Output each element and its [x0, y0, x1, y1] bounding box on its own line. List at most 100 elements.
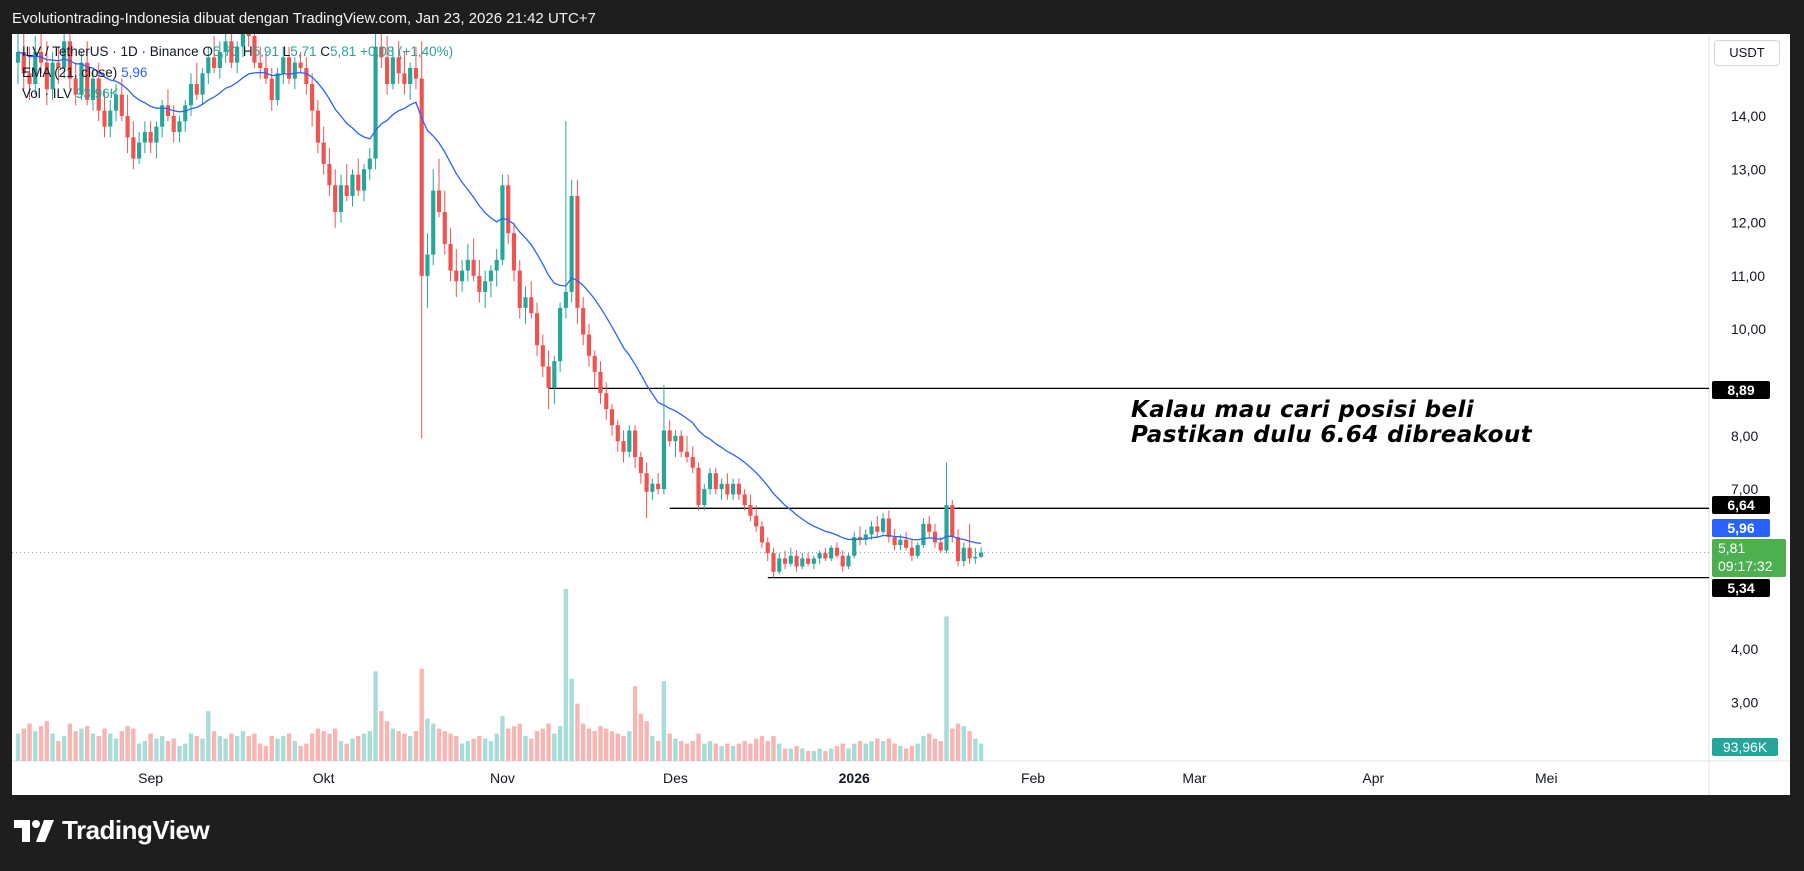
candle-body — [131, 137, 136, 159]
candle-body — [621, 441, 626, 452]
volume-bar — [765, 741, 770, 761]
candle-body — [338, 185, 344, 212]
volume-bar — [258, 743, 263, 761]
candle-body — [857, 537, 863, 540]
legend-change: +0,08 (+1,40%) — [360, 44, 454, 59]
candle-body — [465, 259, 470, 271]
candle-body — [200, 73, 205, 95]
volume-bar — [338, 741, 344, 761]
chart-annotation-text[interactable]: Kalau mau cari posisi beli Pastikan dulu… — [1131, 398, 1532, 448]
volume-bar — [482, 738, 488, 761]
candle-body — [661, 430, 666, 490]
volume-bar — [131, 728, 136, 761]
candle-body — [235, 46, 240, 63]
candle-body — [96, 78, 101, 111]
candle-body — [609, 409, 615, 426]
candle-body — [540, 345, 545, 367]
legend-open-value: 5,73 — [212, 44, 240, 59]
candle-body — [408, 67, 413, 84]
legend-ema-label: EMA (21, close) — [22, 65, 118, 80]
time-tick-label: Nov — [490, 770, 515, 786]
volume-bar — [407, 736, 413, 761]
candle-body — [679, 435, 684, 452]
volume-bar — [61, 736, 67, 761]
candle-body — [56, 62, 61, 68]
candle-body — [385, 57, 390, 84]
candle-body — [108, 110, 113, 127]
candle-body — [142, 131, 147, 143]
price-tick-label: 12,00 — [1731, 215, 1766, 231]
candle-body — [834, 547, 840, 556]
candle-body — [73, 78, 78, 95]
legend-ema-row: EMA (21, close) 5,96 — [22, 65, 147, 80]
candle-body — [788, 555, 793, 564]
price-chart[interactable]: 3,00 4,00 7,00 8,00 10,00 11,00 12,00 13,00 14,0… — [12, 34, 1790, 795]
candle-body — [350, 174, 355, 196]
volume-bar — [194, 736, 199, 761]
candle-body — [759, 526, 765, 543]
legend-volume-label: Vol · ILV — [22, 86, 73, 101]
volume-bar — [159, 736, 165, 761]
candle-body — [748, 505, 753, 516]
volume-bar — [661, 681, 667, 761]
candle-body — [684, 451, 690, 458]
currency-selector[interactable]: USDT — [1714, 40, 1780, 66]
volume-bar — [938, 741, 943, 761]
candle-body — [673, 435, 678, 442]
candle-body — [229, 41, 234, 63]
candle-body — [327, 163, 332, 186]
candle-body — [592, 355, 597, 372]
volume-bar — [361, 733, 367, 761]
candle-body — [979, 552, 984, 557]
candle-body — [113, 94, 119, 111]
candle-body — [782, 558, 788, 564]
candle-body — [563, 291, 568, 308]
candle-body — [275, 73, 280, 100]
volume-bar — [465, 741, 471, 761]
candle-body — [829, 547, 834, 559]
volume-bar — [638, 713, 644, 761]
candle-body — [529, 297, 534, 314]
volume-bar — [725, 743, 730, 761]
candle-body — [367, 158, 372, 170]
last-price-value: 5,81 — [1718, 540, 1746, 556]
volume-bar — [79, 728, 84, 761]
price-tag-ema: 5,96 — [1712, 519, 1770, 537]
volume-bar — [679, 741, 684, 761]
candle-body — [880, 518, 886, 532]
volume-bar — [102, 728, 107, 761]
candle-body — [21, 51, 26, 74]
volume-bar — [730, 746, 736, 761]
candle-body — [425, 254, 430, 276]
candle-body — [511, 233, 517, 271]
volume-bar — [304, 743, 309, 761]
candle-body — [569, 195, 574, 292]
volume-bar — [834, 746, 840, 761]
tradingview-logo[interactable]: TradingView — [14, 815, 210, 846]
volume-bar — [442, 731, 447, 761]
volume-bar — [955, 723, 961, 761]
candle-body — [973, 556, 978, 559]
price-tick-label: 10,00 — [1731, 321, 1766, 337]
candle-body — [459, 270, 465, 282]
candle-body — [79, 62, 84, 95]
volume-bar — [950, 728, 955, 761]
volume-bar — [379, 711, 384, 761]
candle-body — [212, 57, 217, 68]
volume-bar — [742, 741, 747, 761]
volume-bar — [15, 733, 21, 761]
volume-bar — [892, 743, 897, 761]
volume-bar — [650, 736, 655, 761]
candle-body — [310, 83, 315, 111]
volume-bar — [586, 728, 592, 761]
volume-bar — [286, 733, 292, 761]
volume-bar — [875, 738, 880, 761]
candle-body — [488, 270, 493, 282]
candle-body — [932, 531, 938, 543]
legend-volume-value: 93,96K — [75, 86, 119, 101]
volume-bar — [534, 731, 540, 761]
candle-body — [615, 425, 620, 442]
candle-body — [869, 526, 874, 535]
chart-frame[interactable]: 3,00 4,00 7,00 8,00 10,00 11,00 12,00 13,00 14,0… — [12, 34, 1790, 795]
candle-body — [921, 523, 926, 546]
